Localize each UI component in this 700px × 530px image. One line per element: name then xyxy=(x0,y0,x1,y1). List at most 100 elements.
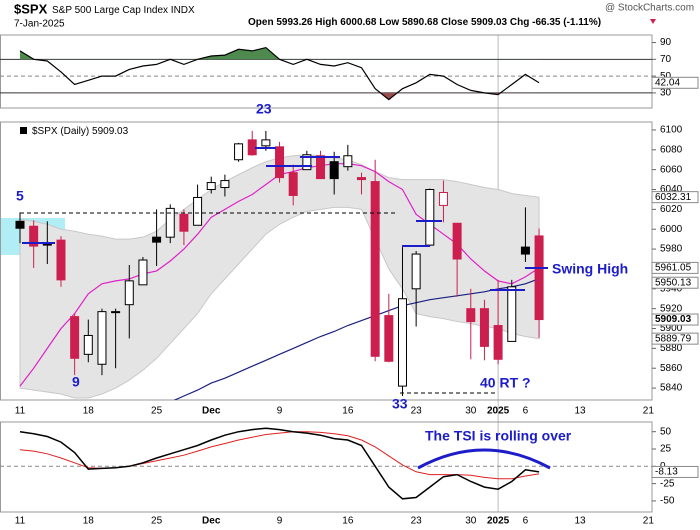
candle-body xyxy=(425,189,435,246)
candle-body xyxy=(452,222,462,260)
overbought-fill xyxy=(20,47,540,60)
value-label: 5909.03 xyxy=(655,314,692,325)
candle-body xyxy=(220,180,230,189)
candle-body xyxy=(316,155,326,180)
y-tick-label: 5940 xyxy=(660,283,683,294)
y-tick-label: 6040 xyxy=(660,184,683,195)
y-tick-label: 5840 xyxy=(660,383,683,394)
exchange: INDX xyxy=(171,5,195,16)
annotation: 5 xyxy=(16,188,24,204)
x-tick-label: 6 xyxy=(523,406,529,417)
x-tick-label: 9 xyxy=(277,516,283,527)
annotation: 33 xyxy=(392,396,408,412)
annotation: 9 xyxy=(72,374,80,390)
s: Low xyxy=(379,17,399,28)
annotations xyxy=(22,147,551,470)
y-tick-label: -25 xyxy=(660,478,675,489)
candle-body xyxy=(124,280,134,306)
x-tick-label: 9 xyxy=(277,406,283,417)
candle-body xyxy=(479,308,489,347)
index-name: S&P 500 Large Cap Index INDX xyxy=(52,5,195,16)
y-tick-label: 5860 xyxy=(660,363,683,374)
name: S&P 500 Large Cap Index xyxy=(52,5,168,16)
annotation: 23 xyxy=(256,101,272,117)
x-tick-label: 11 xyxy=(15,406,26,417)
s: 5909.03 xyxy=(471,17,508,28)
candle-body xyxy=(234,143,244,161)
y-tick-label: 50 xyxy=(660,71,672,82)
candle-body xyxy=(534,235,544,321)
candle-body xyxy=(261,139,271,147)
s: 5890.68 xyxy=(402,17,439,28)
x-tick-label: 21 xyxy=(643,516,655,527)
candle-body xyxy=(138,259,148,286)
y-tick-label: 6100 xyxy=(660,125,683,136)
x-tick-label: 23 xyxy=(411,406,423,417)
candle-body xyxy=(179,213,189,232)
candle-body xyxy=(15,220,25,229)
x-tick-label: 13 xyxy=(574,516,586,527)
candle-body xyxy=(83,334,93,355)
s: Close xyxy=(441,17,469,28)
candle-body xyxy=(111,311,121,314)
candle-body xyxy=(165,207,175,238)
x-tick-label: Dec xyxy=(202,516,221,527)
x-tick-label: Dec xyxy=(202,406,221,417)
s: High xyxy=(315,17,337,28)
x-tick-label: 23 xyxy=(411,516,423,527)
s: Chg xyxy=(510,17,529,28)
down-arrow xyxy=(650,19,656,24)
marks: 11 11 18 18 25 25 Dec Dec 9 9 16 16 23 23 30 30 2025 2025… xyxy=(0,37,699,527)
x-tick-label: 16 xyxy=(342,406,354,417)
value-label: 5889.79 xyxy=(655,333,692,344)
y-tick-label: 50 xyxy=(660,426,672,437)
y-tick-label: 6000 xyxy=(660,224,683,235)
candle-body xyxy=(152,236,162,243)
value-box xyxy=(651,261,699,274)
arc xyxy=(417,448,551,470)
value-label: 6032.31 xyxy=(655,192,692,203)
x-tick-label: 18 xyxy=(83,406,95,417)
moving-average xyxy=(173,278,540,400)
y-tick-label: 90 xyxy=(660,37,672,48)
value-box xyxy=(651,76,699,89)
stats: Open 5993.26 High 6000.68 Low 5890.68 Cl… xyxy=(248,17,601,28)
s: Open xyxy=(248,17,274,28)
symbol: $SPX xyxy=(14,1,48,16)
candle-body xyxy=(70,316,80,359)
rsi-panel xyxy=(0,34,653,109)
oversold-fill xyxy=(20,92,540,100)
legend: $SPX (Daily) 5909.03 xyxy=(32,126,129,137)
candle-body xyxy=(370,181,380,357)
y-tick-label: 6020 xyxy=(660,204,683,215)
candle-body xyxy=(275,146,285,179)
x-tick-label: 13 xyxy=(574,406,586,417)
date: 7-Jan-2025 xyxy=(14,19,65,30)
candle-body xyxy=(288,172,298,196)
candle-body xyxy=(438,191,448,206)
y-tick-label: -50 xyxy=(660,496,675,507)
candle-body xyxy=(466,308,476,323)
x-tick-label: 25 xyxy=(151,406,163,417)
candle-body xyxy=(520,246,530,255)
annotation: The TSI is rolling over xyxy=(425,428,572,444)
candle-body xyxy=(42,243,52,246)
candle-body xyxy=(384,315,394,362)
value-box xyxy=(651,313,699,326)
x-tick-label: 30 xyxy=(465,406,477,417)
value-box xyxy=(651,332,699,345)
candle-body xyxy=(411,253,421,290)
value-box xyxy=(651,191,699,204)
s: 5993.26 xyxy=(276,17,313,28)
value-label: -8.13 xyxy=(655,467,678,478)
value-label: 42.04 xyxy=(655,77,680,88)
y-tick-label: 5880 xyxy=(660,343,683,354)
x-tick-label: 11 xyxy=(15,516,26,527)
x-tick-label: 2025 xyxy=(487,516,510,527)
y-tick-label: 5900 xyxy=(660,323,683,334)
x-tick-label: 18 xyxy=(83,516,95,527)
s: -66.35 (-1.11%) xyxy=(532,17,601,28)
y-tick-label: 6060 xyxy=(660,164,683,175)
tsi-line xyxy=(19,427,540,500)
